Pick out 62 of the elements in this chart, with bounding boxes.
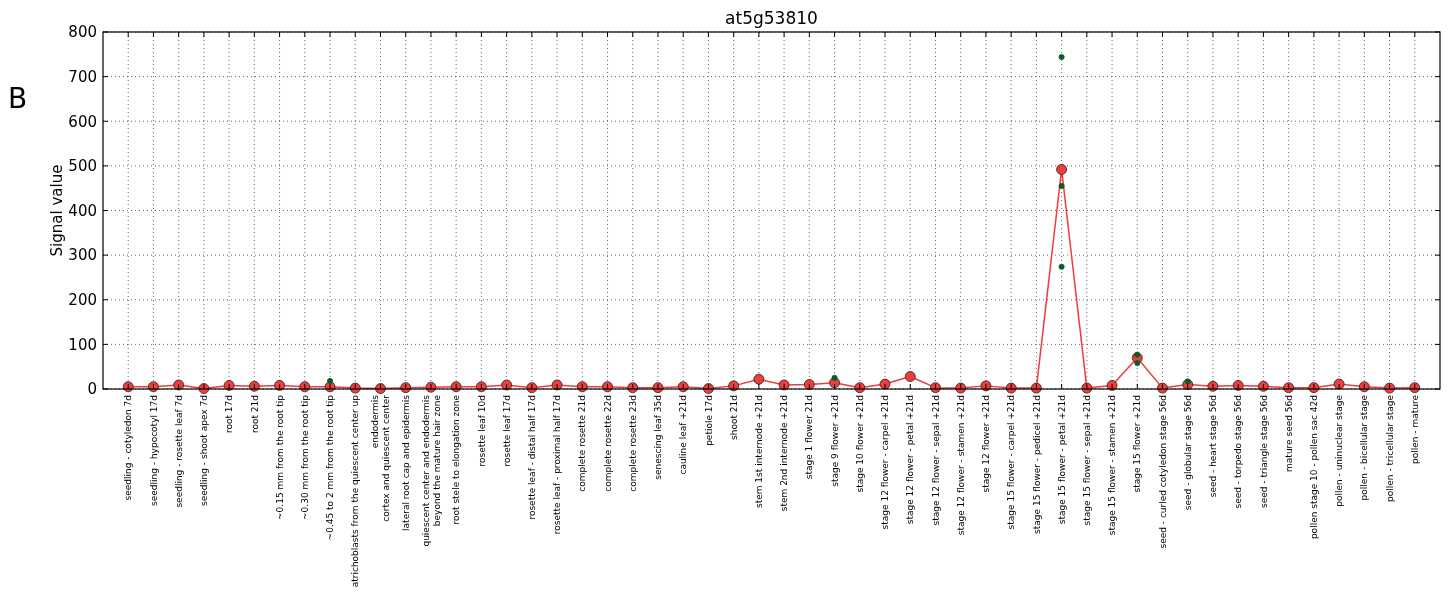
x-tick-label: pollen - uninuclear stage [1334, 394, 1345, 507]
x-tick-label: rosette leaf 17d [501, 395, 512, 467]
x-tick-label: stage 12 flower +21d [981, 395, 992, 493]
x-tick-label: seed - globular stage 56d [1182, 395, 1193, 511]
x-tick-label: root 21d [249, 395, 260, 434]
x-tick-label: stage 12 flower - petal +21d [905, 395, 916, 525]
x-tick-label: stage 15 flower - petal +21d [1056, 395, 1067, 525]
y-tick-label: 0 [87, 380, 97, 399]
x-tick-label: ~0.15 mm from the root tip [274, 394, 285, 520]
x-tick-label: stage 12 flower - stamen +21d [955, 395, 966, 536]
x-tick-label: stage 12 flower - carpel +21d [880, 395, 891, 530]
x-tick-label: stage 15 flower - pedicel +21d [1031, 395, 1042, 534]
x-tick-label: complete rosette 21d [577, 395, 588, 492]
x-tick-label: mature seed 56d [1283, 395, 1294, 472]
chart-title: at5g53810 [725, 8, 818, 28]
x-tick-label: rosette leaf 10d [476, 395, 487, 467]
x-tick-label: stem 2nd internode +21d [779, 395, 790, 512]
x-tick-label: seed - torpedo stage 56d [1233, 395, 1244, 509]
x-tick-label: pollen - bicellular stage [1359, 394, 1370, 501]
x-tick-label: stage 10 flower +21d [854, 395, 865, 493]
x-tick-label: stage 15 flower +21d [1132, 395, 1143, 493]
x-tick-label: root 17d [224, 395, 235, 434]
y-tick-label: 300 [68, 246, 97, 265]
x-tick-label: seedling - hypocotyl 17d [148, 395, 159, 506]
x-tick-label: lateral root cap and epidermis [400, 394, 411, 531]
x-tick-label: stage 15 flower - stamen +21d [1107, 395, 1118, 536]
x-tick-label: stem 1st internode +21d [754, 395, 765, 509]
x-tick-label: petiole 17d [703, 395, 714, 446]
y-tick-label: 400 [68, 201, 97, 220]
x-tick-label: atrichoblasts from the quiescent center up [350, 394, 361, 588]
y-tick-label: 100 [68, 335, 97, 354]
x-tick-label: stage 15 flower - sepal +21d [1081, 395, 1092, 526]
x-tick-label: stage 15 flower - carpel +21d [1006, 395, 1017, 530]
x-tick-label: stage 9 flower +21d [829, 395, 840, 487]
y-tick-label: 800 [68, 23, 97, 42]
x-tick-label: seedling - shoot apex 7d [199, 395, 210, 506]
text: B [8, 82, 28, 115]
x-tick-label: rosette leaf - distal half 17d [527, 395, 537, 520]
y-tick-label: 600 [68, 112, 97, 131]
x-tick-label: pollen - mature [1409, 394, 1420, 464]
x-tick-label: seedling - rosette leaf 7d [173, 395, 184, 508]
x-tick-label: cauline leaf +21d [678, 395, 689, 475]
x-tick-label: stage 12 flower - sepal +21d [930, 395, 941, 526]
y-tick-label: 500 [68, 157, 97, 176]
x-tick-label: senescing leaf 35d [653, 395, 664, 480]
x-tick-label: ~0.30 mm from the root tip [299, 394, 310, 520]
x-tick-label: stage 1 flower 21d [804, 395, 815, 480]
y-tick-label: 700 [68, 67, 97, 86]
y-axis-title: Signal value [48, 164, 66, 257]
x-tick-label: shoot 21d [728, 395, 739, 440]
x-tick-label: pollen stage 10 - pollen sac 42d [1309, 395, 1320, 540]
y-tick-label: 200 [68, 291, 97, 309]
x-tick-label: pollen - tricellular stage [1384, 394, 1395, 502]
x-tick-label: root stele to elongation zone [451, 394, 462, 525]
x-tick-label: ~0.45 to 2 mm from the root tip [325, 394, 336, 541]
x-tick-label: seed - curled cotyledon stage 56d [1157, 395, 1168, 549]
x-tick-label: seed - triangle stage 56d [1258, 395, 1269, 509]
x-tick-label: seedling - cotyledon 7d [123, 395, 134, 501]
x-tick-label: complete rosette 23d [627, 395, 638, 492]
x-tick-label: rosette leaf - proximal half 17d [552, 395, 563, 535]
x-tick-label: complete rosette 22d [602, 395, 613, 492]
x-tick-label: seed - heart stage 56d [1208, 395, 1219, 498]
